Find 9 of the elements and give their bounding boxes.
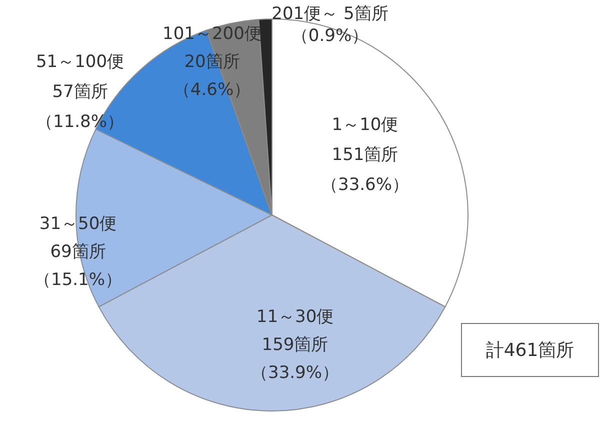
slice-label: 51～100便 (36, 52, 124, 72)
data-label: 159箇所（33.9%） (250, 335, 340, 383)
slice-label: 101～200便 (162, 24, 262, 44)
text: 計461箇所 (461, 323, 599, 377)
slice-label: 11～30便 (256, 307, 334, 327)
slice-label: 31～50便 (39, 214, 117, 234)
data-label: 151箇所（33.6%） (320, 145, 410, 195)
slice-label: 1～10便 (332, 115, 398, 135)
data-label: 20箇所（4.6%） (173, 52, 251, 100)
